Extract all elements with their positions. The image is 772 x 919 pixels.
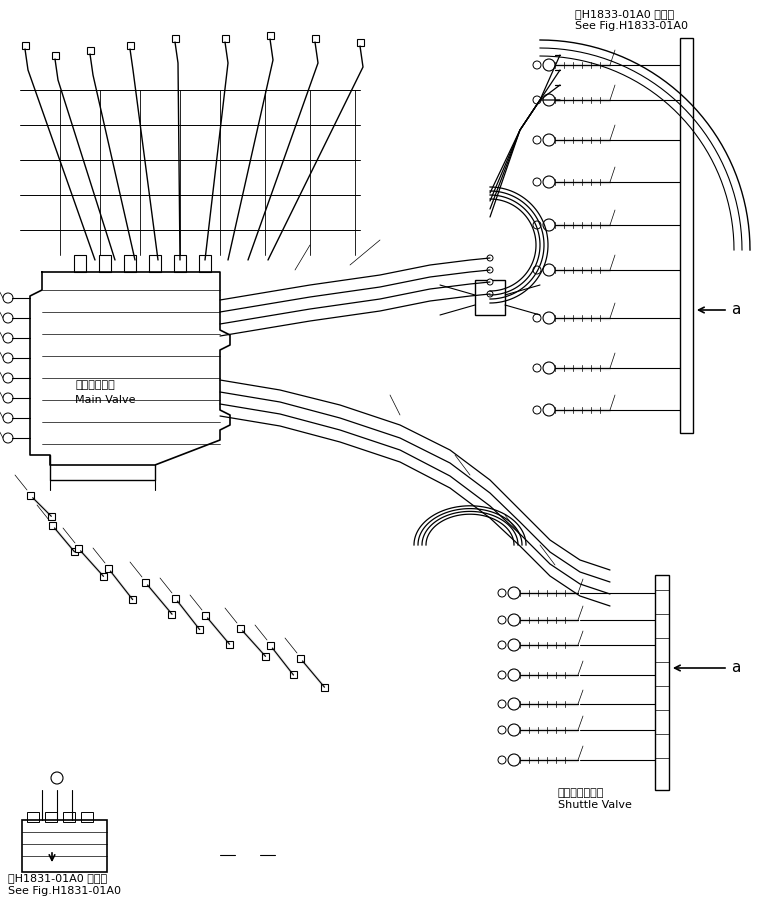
Bar	[357, 39, 364, 46]
Text: See Fig.H1831-01A0: See Fig.H1831-01A0	[8, 886, 121, 896]
Circle shape	[533, 96, 541, 104]
Text: a: a	[731, 661, 740, 675]
Bar	[22, 41, 29, 49]
Text: Shuttle Valve: Shuttle Valve	[558, 800, 631, 810]
Circle shape	[3, 413, 13, 423]
Bar	[141, 578, 148, 585]
Circle shape	[3, 333, 13, 343]
Circle shape	[498, 616, 506, 624]
Circle shape	[498, 589, 506, 597]
Bar	[70, 548, 77, 554]
Text: 第H1833-01A0 図参照: 第H1833-01A0 図参照	[575, 9, 674, 19]
Bar	[171, 595, 178, 602]
Circle shape	[498, 641, 506, 649]
Circle shape	[508, 754, 520, 766]
Circle shape	[508, 587, 520, 599]
Circle shape	[487, 255, 493, 261]
Bar	[49, 521, 56, 528]
Bar	[311, 35, 319, 41]
Bar	[81, 812, 93, 822]
Circle shape	[51, 772, 63, 784]
Circle shape	[498, 700, 506, 708]
Bar	[128, 596, 136, 603]
Circle shape	[533, 266, 541, 274]
Circle shape	[3, 313, 13, 323]
Text: メインバルブ: メインバルブ	[75, 380, 115, 390]
Circle shape	[508, 639, 520, 651]
Bar	[86, 47, 93, 53]
Circle shape	[543, 264, 555, 276]
Circle shape	[487, 279, 493, 285]
Bar	[266, 31, 273, 39]
Text: See Fig.H1833-01A0: See Fig.H1833-01A0	[575, 21, 688, 31]
Bar	[75, 544, 82, 551]
Bar	[199, 255, 211, 272]
Circle shape	[3, 353, 13, 363]
Bar	[26, 492, 33, 498]
Bar	[296, 654, 303, 662]
Bar	[475, 280, 505, 315]
Bar	[124, 255, 136, 272]
Text: a: a	[731, 302, 740, 317]
Bar	[52, 51, 59, 59]
Circle shape	[508, 614, 520, 626]
Bar	[99, 255, 111, 272]
Bar	[74, 255, 86, 272]
Circle shape	[533, 61, 541, 69]
Bar	[262, 652, 269, 660]
Bar	[127, 41, 134, 49]
Bar	[27, 812, 39, 822]
Circle shape	[3, 393, 13, 403]
Circle shape	[543, 134, 555, 146]
Circle shape	[543, 312, 555, 324]
Bar	[48, 513, 55, 519]
Bar	[174, 255, 186, 272]
Bar	[22, 820, 107, 872]
Bar	[266, 641, 273, 649]
Circle shape	[533, 406, 541, 414]
Bar	[222, 35, 229, 41]
Circle shape	[3, 433, 13, 443]
Bar	[320, 684, 327, 690]
Bar	[171, 35, 178, 41]
Circle shape	[508, 698, 520, 710]
Bar	[195, 626, 202, 632]
Bar	[290, 671, 296, 677]
Circle shape	[543, 176, 555, 188]
Circle shape	[533, 364, 541, 372]
Bar	[680, 38, 693, 433]
Circle shape	[543, 94, 555, 106]
Circle shape	[3, 373, 13, 383]
Circle shape	[498, 671, 506, 679]
Bar	[63, 812, 75, 822]
Circle shape	[487, 291, 493, 297]
Circle shape	[533, 221, 541, 229]
Bar	[100, 573, 107, 580]
Bar	[655, 575, 669, 790]
Text: 第H1831-01A0 図参照: 第H1831-01A0 図参照	[8, 873, 107, 883]
Text: Main Valve: Main Valve	[75, 395, 136, 405]
Circle shape	[508, 724, 520, 736]
Text: シャトルバルブ: シャトルバルブ	[558, 788, 604, 798]
Bar	[168, 610, 174, 618]
Bar	[236, 625, 243, 631]
Bar	[201, 611, 208, 618]
Circle shape	[533, 314, 541, 322]
Circle shape	[3, 293, 13, 303]
Circle shape	[508, 669, 520, 681]
Circle shape	[543, 404, 555, 416]
Circle shape	[543, 362, 555, 374]
Circle shape	[487, 267, 493, 273]
Circle shape	[498, 726, 506, 734]
Bar	[45, 812, 57, 822]
Circle shape	[543, 219, 555, 231]
Circle shape	[498, 756, 506, 764]
Bar	[149, 255, 161, 272]
Bar	[225, 641, 232, 648]
Circle shape	[533, 136, 541, 144]
Circle shape	[543, 59, 555, 71]
Circle shape	[533, 178, 541, 186]
Bar	[104, 564, 111, 572]
